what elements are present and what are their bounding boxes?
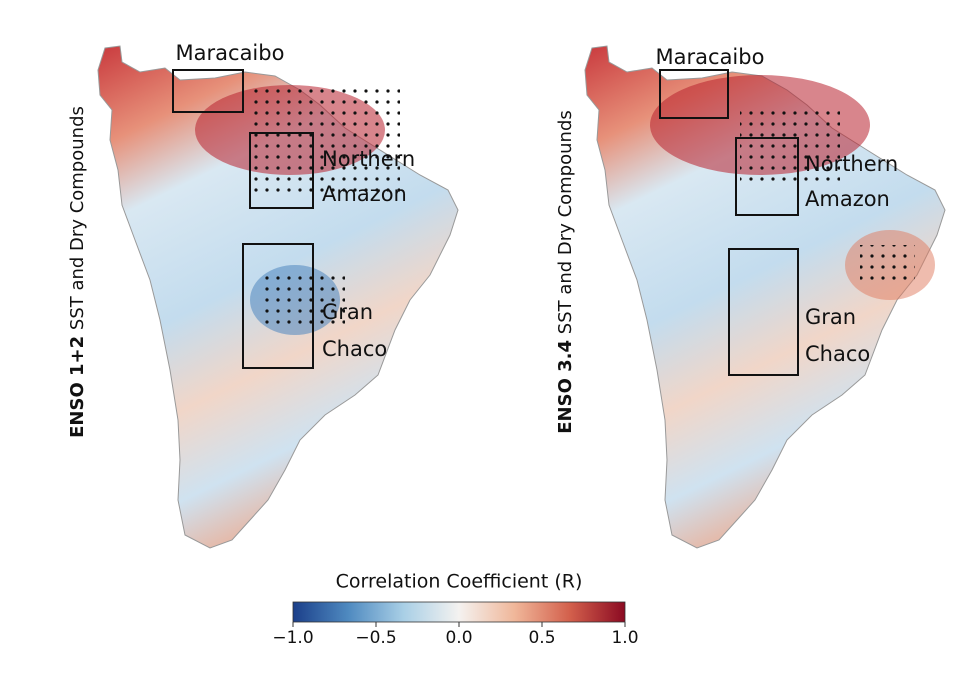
colorbar-tick-label: 1.0 bbox=[611, 628, 638, 648]
stippling bbox=[260, 270, 345, 330]
region-label: Northern bbox=[322, 147, 415, 171]
colorbar: Correlation Coefficient (R) −1.0 −0.5 0.0 0… bbox=[272, 571, 638, 649]
region-label: Amazon bbox=[805, 187, 890, 211]
panel-title: ENSO 1+2 SST and Dry Compounds bbox=[67, 106, 88, 438]
panel-title-bold: ENSO 1+2 bbox=[67, 336, 88, 438]
region-label: Maracaibo bbox=[656, 45, 765, 69]
region-label: Chaco bbox=[322, 337, 387, 361]
region-box bbox=[249, 132, 314, 209]
region-box bbox=[242, 243, 314, 369]
region-label: Maracaibo bbox=[176, 41, 285, 65]
map-panel: Maracaibo Northern Amazon Gran Chaco ENS… bbox=[67, 41, 459, 549]
panel-title: ENSO 3.4 SST and Dry Compounds bbox=[555, 110, 576, 433]
colorbar-tick-label: −0.5 bbox=[355, 628, 396, 648]
region-box bbox=[728, 248, 799, 376]
colorbar-tick-label: 0.5 bbox=[528, 628, 555, 648]
panel-title-bold: ENSO 3.4 bbox=[555, 340, 576, 434]
region-label: Amazon bbox=[322, 182, 407, 206]
colorbar-label: Correlation Coefficient (R) bbox=[336, 571, 583, 593]
region-box bbox=[735, 137, 799, 216]
panel-title-rest: SST and Dry Compounds bbox=[67, 106, 88, 330]
region-label: Northern bbox=[805, 152, 898, 176]
region-box bbox=[172, 69, 244, 113]
colorbar-tick-label: −1.0 bbox=[272, 628, 313, 648]
colorbar-scale bbox=[292, 601, 626, 623]
region-box bbox=[659, 69, 729, 119]
colorbar-tick-label: 0.0 bbox=[445, 628, 472, 648]
region-label: Gran bbox=[322, 300, 373, 324]
region-label: Chaco bbox=[805, 342, 870, 366]
panel-title-rest: SST and Dry Compounds bbox=[555, 110, 576, 334]
stippling bbox=[860, 245, 915, 285]
stippling bbox=[250, 85, 400, 195]
region-label: Gran bbox=[805, 305, 856, 329]
stippling bbox=[740, 105, 840, 185]
map-panel: Maracaibo Northern Amazon Gran Chaco ENS… bbox=[555, 45, 946, 549]
